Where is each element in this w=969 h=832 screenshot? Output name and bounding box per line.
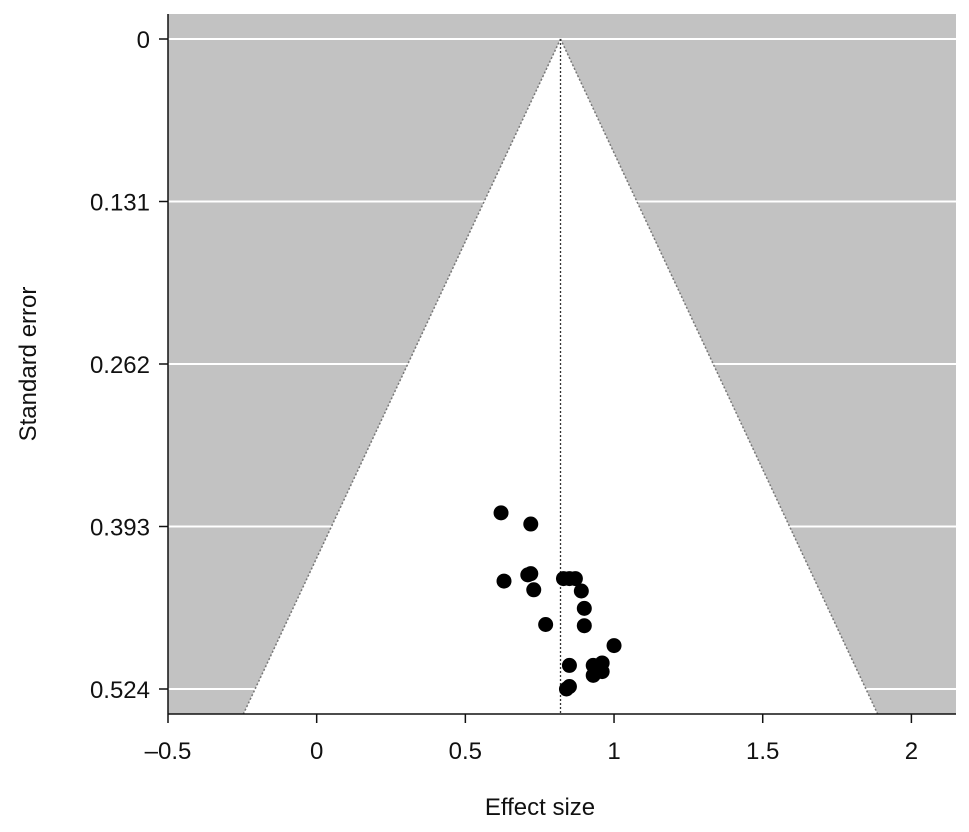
data-point: [594, 664, 610, 680]
data-point: [606, 638, 622, 654]
data-point: [538, 616, 554, 632]
x-tick-label: 0: [310, 738, 323, 765]
y-tick-label: 0.262: [90, 352, 150, 379]
data-point: [567, 571, 583, 587]
data-point: [576, 618, 592, 634]
data-point: [523, 566, 539, 582]
y-tick-label: 0.131: [90, 190, 150, 217]
data-point: [493, 505, 509, 521]
x-tick-label: 1: [607, 738, 620, 765]
data-point: [526, 582, 542, 598]
x-tick-label: –0.5: [145, 738, 192, 765]
y-tick-label: 0.524: [90, 677, 150, 704]
funnel-edges: [242, 38, 879, 715]
x-axis-ticks: –0.5 0 0.5 1 1.5 2: [145, 714, 918, 765]
data-point: [561, 657, 577, 673]
data-point: [573, 583, 589, 599]
y-axis-title: Standard error: [15, 287, 42, 442]
y-tick-label: 0: [137, 27, 150, 54]
y-axis-ticks: 0 0.131 0.262 0.393 0.524: [90, 27, 168, 704]
data-point: [561, 679, 577, 695]
funnel-right-edge: [559, 38, 879, 715]
data-point: [576, 600, 592, 616]
x-tick-label: 1.5: [746, 738, 779, 765]
y-tick-label: 0.393: [90, 515, 150, 542]
x-tick-label: 0.5: [449, 738, 482, 765]
x-axis-title: Effect size: [485, 794, 595, 821]
data-point: [523, 516, 539, 532]
funnel-left-edge: [242, 38, 562, 715]
x-tick-label: 2: [905, 738, 918, 765]
data-points: [493, 505, 622, 697]
data-point: [496, 573, 512, 589]
